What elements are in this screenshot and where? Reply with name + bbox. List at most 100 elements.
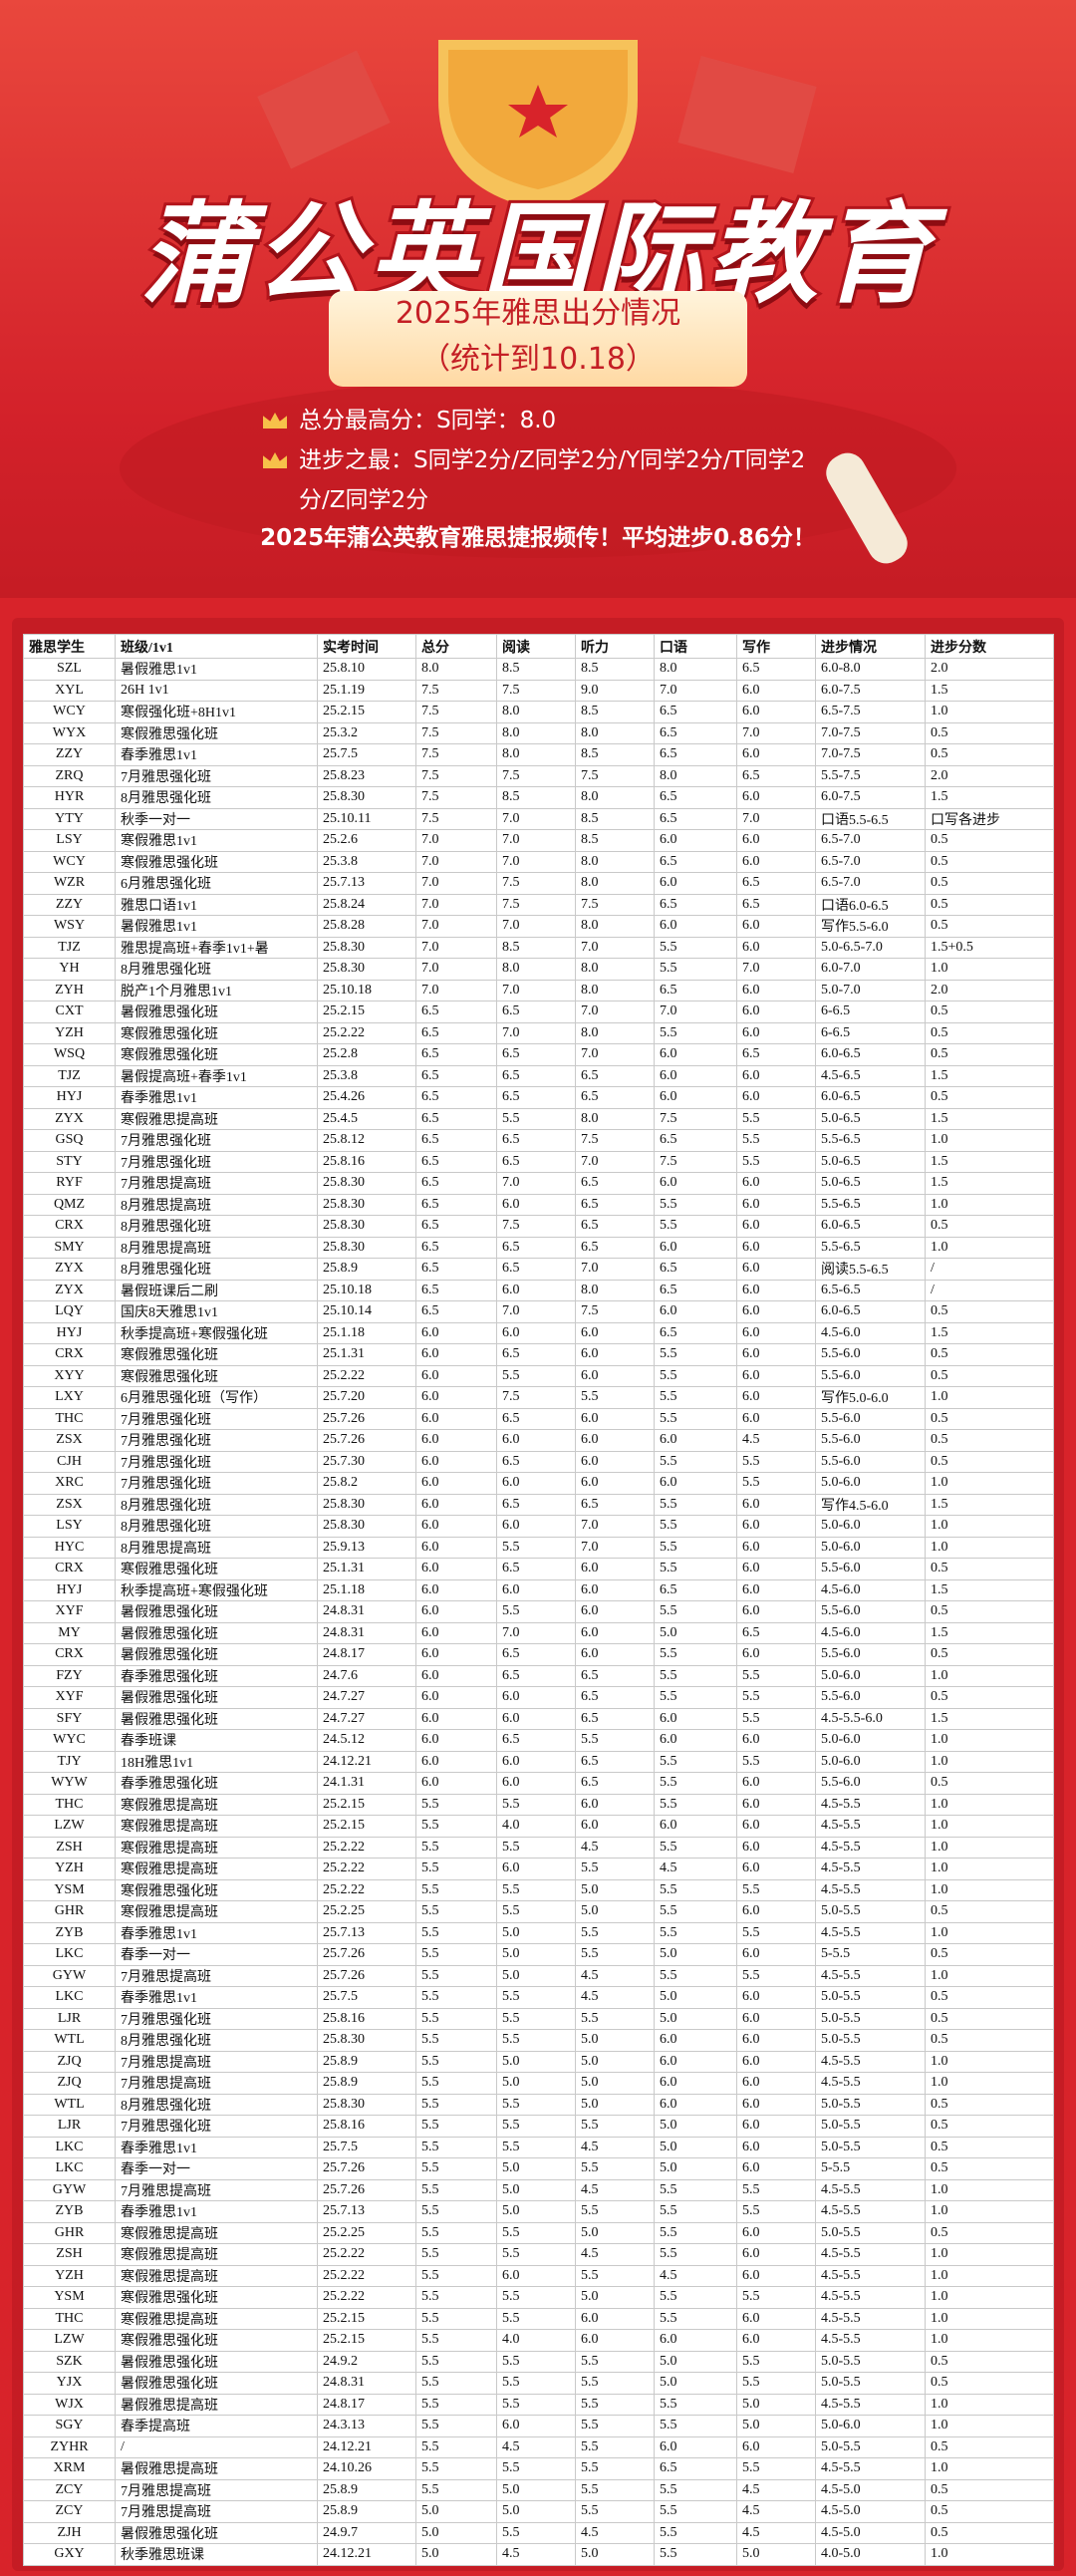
table-cell: 7.0 (496, 850, 576, 873)
table-cell: 5.5 (736, 2286, 816, 2309)
table-cell: 4.5-5.0 (815, 2500, 926, 2523)
table-cell: 5.5 (415, 2221, 497, 2244)
table-cell: LXY (23, 1386, 116, 1409)
table-row: WSQ 寒假雅思强化班 25.2.8 6.5 6.5 7.0 6.0 6.5 6.0-6.5 0.… (23, 1043, 1054, 1066)
table-cell: 0.5 (925, 1364, 1054, 1387)
table-cell: 25.3.2 (317, 721, 416, 744)
table-cell: 6.0 (654, 2435, 737, 2458)
table-cell: 6.0 (654, 1300, 737, 1323)
table-cell: 5.5 (654, 1643, 737, 1666)
table-cell: 6.5 (496, 1236, 576, 1259)
table-cell: 24.1.31 (317, 1772, 416, 1795)
table-cell: 7.0 (415, 958, 497, 981)
table-cell: 5.5 (415, 1986, 497, 2009)
table-cell: 7.0 (415, 850, 497, 873)
table-cell: 4.5-6.5 (815, 1064, 926, 1087)
table-cell: QMZ (23, 1193, 116, 1216)
table-cell: 5.0 (575, 2093, 655, 2116)
table-row: LJR 7月雅思强化班 25.8.16 5.5 5.5 5.5 5.0 6.0 5.0-5.5 0… (23, 2115, 1054, 2138)
table-cell: 6.5 (575, 1215, 655, 1238)
table-cell: 25.1.18 (317, 1578, 416, 1601)
table-cell: WCY (23, 850, 116, 873)
table-cell: 5.0 (575, 2072, 655, 2095)
table-row: ZSX 7月雅思强化班 25.7.26 6.0 6.0 6.0 6.0 4.5 5.5-6.0 0… (23, 1429, 1054, 1452)
table-cell: 5.5 (415, 1878, 497, 1901)
table-row: CXT 暑假雅思强化班 25.2.15 6.5 6.5 7.0 7.0 6.0 6-6.5 0.5 (23, 1001, 1054, 1023)
table-cell: 6.0 (736, 1643, 816, 1666)
table-cell: 6.0 (736, 1793, 816, 1816)
table-cell: 5.0 (654, 1943, 737, 1966)
table-cell: CRX (23, 1215, 116, 1238)
table-cell: 24.7.27 (317, 1707, 416, 1730)
table-cell: 6.0 (496, 1472, 576, 1495)
table-cell: 寒假雅思强化班 (115, 1558, 318, 1580)
table-cell: 6.0 (415, 1493, 497, 1516)
table-cell: 0.5 (925, 2500, 1054, 2523)
table-cell: 25.4.26 (317, 1086, 416, 1109)
table-cell: 7月雅思强化班 (115, 1150, 318, 1173)
table-cell: 5.5 (736, 1964, 816, 1987)
table-cell: 5.5 (575, 2393, 655, 2416)
table-cell: 5.5 (654, 1793, 737, 1816)
table-cell: 6.5 (575, 1750, 655, 1773)
table-cell: 6.5 (575, 1086, 655, 1109)
table-cell: 1.0 (925, 2072, 1054, 2095)
table-cell: 5.0 (496, 2200, 576, 2223)
table-cell: GXY (23, 2543, 116, 2566)
table-cell: 0.5 (925, 2093, 1054, 2116)
table-cell: 1.5 (925, 1493, 1054, 1516)
table-cell: 暑假雅思强化班 (115, 1686, 318, 1709)
table-cell: 6.0-6.5 (815, 1300, 926, 1323)
table-cell: 5.5 (654, 1407, 737, 1430)
table-cell: 6.5 (415, 1001, 497, 1023)
table-cell: 7.0 (575, 1150, 655, 1173)
table-row: HYJ 春季雅思1v1 25.4.26 6.5 6.5 6.5 6.0 6.0 6.0-6.5 0… (23, 1086, 1054, 1109)
table-cell: CXT (23, 1001, 116, 1023)
table-cell: 5.0-5.5 (815, 1900, 926, 1923)
table-cell: 5.5 (496, 1107, 576, 1130)
table-cell: 7.5 (654, 1150, 737, 1173)
table-cell: 6.0 (736, 1279, 816, 1301)
table-cell: GYW (23, 2178, 116, 2201)
table-cell: 4.5-5.5 (815, 2329, 926, 2352)
table-cell: SZL (23, 658, 116, 681)
table-cell: 6.0 (736, 2115, 816, 2138)
column-header: 总分 (415, 634, 497, 659)
table-cell: 春季一对一 (115, 1943, 318, 1966)
table-cell: 5.5 (654, 2393, 737, 2416)
table-cell: 5.5 (654, 2543, 737, 2566)
table-cell: 0.5 (925, 1450, 1054, 1473)
table-cell: 6.0 (736, 979, 816, 1002)
table-cell: 25.2.22 (317, 1878, 416, 1901)
table-cell: 7月雅思提高班 (115, 2500, 318, 2523)
table-cell: 6.0 (736, 829, 816, 852)
table-row: LZW 寒假雅思强化班 25.2.15 5.5 4.0 6.0 6.0 6.0 4.5-5.5 1… (23, 2329, 1054, 2352)
table-cell: YTY (23, 807, 116, 830)
table-cell: 6.0 (736, 1558, 816, 1580)
table-cell: 5.5 (654, 1515, 737, 1538)
table-cell: 4.5-5.0 (815, 2521, 926, 2544)
table-cell: 8.0 (575, 979, 655, 1002)
table-row: ZJQ 7月雅思提高班 25.8.9 5.5 5.0 5.0 6.0 6.0 4.5-5.5 1.… (23, 2050, 1054, 2073)
table-cell: 寒假雅思提高班 (115, 2221, 318, 2244)
table-cell: SMY (23, 1236, 116, 1259)
table-cell: 24.9.2 (317, 2350, 416, 2373)
table-cell: 6.0 (654, 1064, 737, 1087)
table-cell: 5.5 (654, 1878, 737, 1901)
table-cell: 25.2.15 (317, 701, 416, 723)
table-cell: 6.0 (736, 1943, 816, 1966)
table-cell: 6.0 (415, 1558, 497, 1580)
table-cell: 6月雅思强化班（写作） (115, 1386, 318, 1409)
table-cell: 6.0 (736, 2329, 816, 2352)
table-cell: 寒假雅思强化班 (115, 1021, 318, 1044)
table-cell: 6.5 (496, 1558, 576, 1580)
table-cell: 7.0 (654, 679, 737, 702)
table-cell: ZRQ (23, 764, 116, 787)
table-row: GSQ 7月雅思强化班 25.8.12 6.5 6.5 7.5 6.5 5.5 5.5-6.5 1… (23, 1129, 1054, 1152)
table-cell: 25.1.31 (317, 1343, 416, 1366)
table-cell: 0.5 (925, 1643, 1054, 1666)
table-cell: 寒假雅思强化班 (115, 1043, 318, 1066)
table-cell: 5.5 (654, 2243, 737, 2266)
table-cell: ZSH (23, 1836, 116, 1859)
table-row: WYC 春季班课 24.5.12 6.0 6.5 5.5 6.0 6.0 5.0-6.0 1.0 (23, 1729, 1054, 1752)
